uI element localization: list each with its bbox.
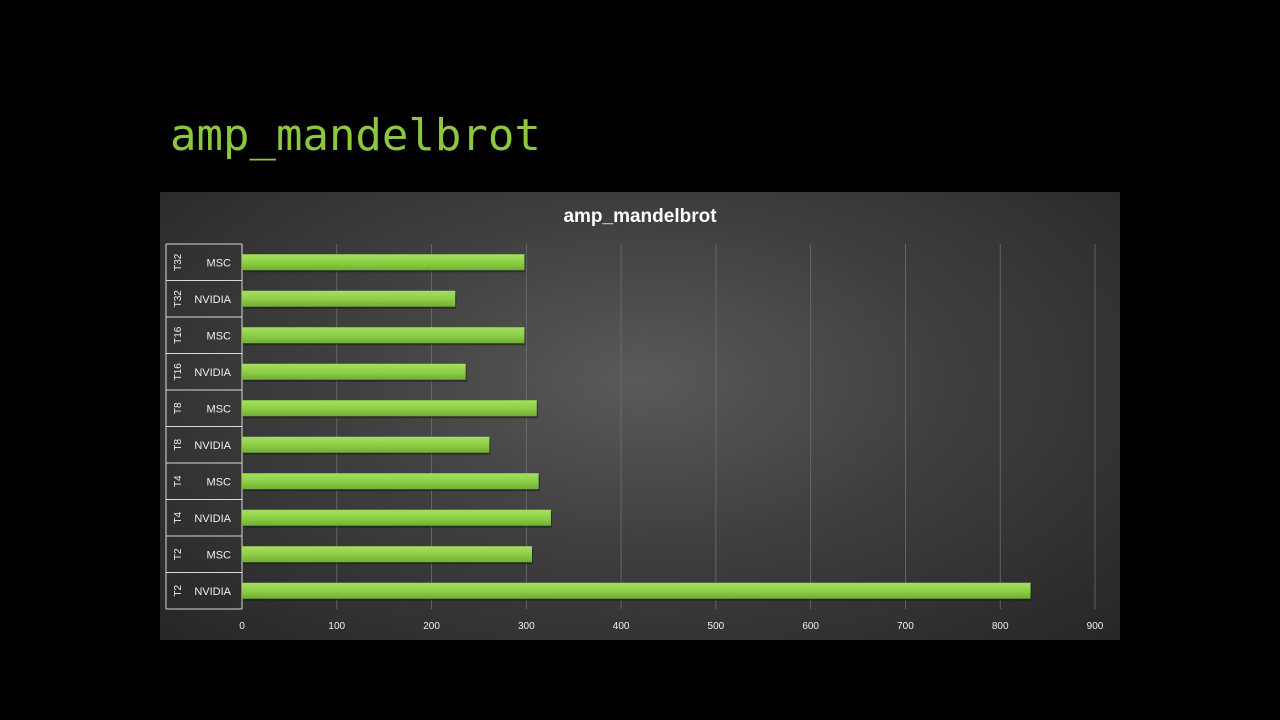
category-label: NVIDIA	[194, 294, 231, 306]
bar	[242, 363, 466, 380]
x-tick-label: 900	[1087, 621, 1104, 632]
x-tick-label: 700	[897, 621, 914, 632]
category-label: MSC	[207, 549, 232, 561]
x-tick-label: 400	[613, 621, 630, 632]
x-tick-label: 0	[239, 621, 245, 632]
chart-panel: amp_mandelbrot T32 MSC T32 NVIDIA T16 MSC T16 N…	[160, 192, 1120, 640]
bar	[242, 327, 525, 344]
x-tick-label: 100	[328, 621, 345, 632]
group-label: T32	[173, 290, 184, 308]
x-tick-label: 500	[708, 621, 725, 632]
bar	[242, 254, 525, 271]
bar	[242, 509, 551, 526]
category-label: MSC	[207, 476, 232, 488]
bars	[242, 254, 1032, 601]
category-axis: T32 MSC T32 NVIDIA T16 MSC T16 NVIDIA T8 MSC T8 NVI…	[165, 243, 243, 610]
category-label: MSC	[207, 403, 232, 415]
bar	[242, 546, 533, 563]
x-tick-label: 600	[802, 621, 819, 632]
bar	[242, 473, 539, 490]
bar-chart: amp_mandelbrot T32 MSC T32 NVIDIA T16 MSC T16 N…	[165, 206, 1104, 632]
x-tick-label: 300	[518, 621, 535, 632]
group-label: T2	[173, 584, 184, 596]
category-label: NVIDIA	[194, 440, 231, 452]
chart-title: amp_mandelbrot	[563, 206, 717, 227]
bar	[242, 582, 1031, 599]
x-axis-ticks: 0 100 200 300 400 500 600 700 800 900	[239, 621, 1104, 632]
group-label: T4	[173, 475, 184, 487]
category-label: NVIDIA	[194, 367, 231, 379]
category-label: MSC	[207, 257, 232, 269]
x-tick-label: 800	[992, 621, 1009, 632]
group-label: T32	[173, 253, 184, 271]
group-label: T4	[173, 511, 184, 523]
bar	[242, 436, 490, 453]
category-label: NVIDIA	[194, 513, 231, 525]
category-label: MSC	[207, 330, 232, 342]
group-label: T16	[173, 326, 184, 344]
slide-title: amp_mandelbrot	[170, 110, 541, 161]
group-label: T2	[173, 548, 184, 560]
group-label: T8	[173, 402, 184, 414]
bar	[242, 290, 456, 307]
group-label: T16	[173, 363, 184, 381]
x-tick-label: 200	[423, 621, 440, 632]
category-label: NVIDIA	[194, 586, 231, 598]
group-label: T8	[173, 438, 184, 450]
bar	[242, 400, 537, 417]
